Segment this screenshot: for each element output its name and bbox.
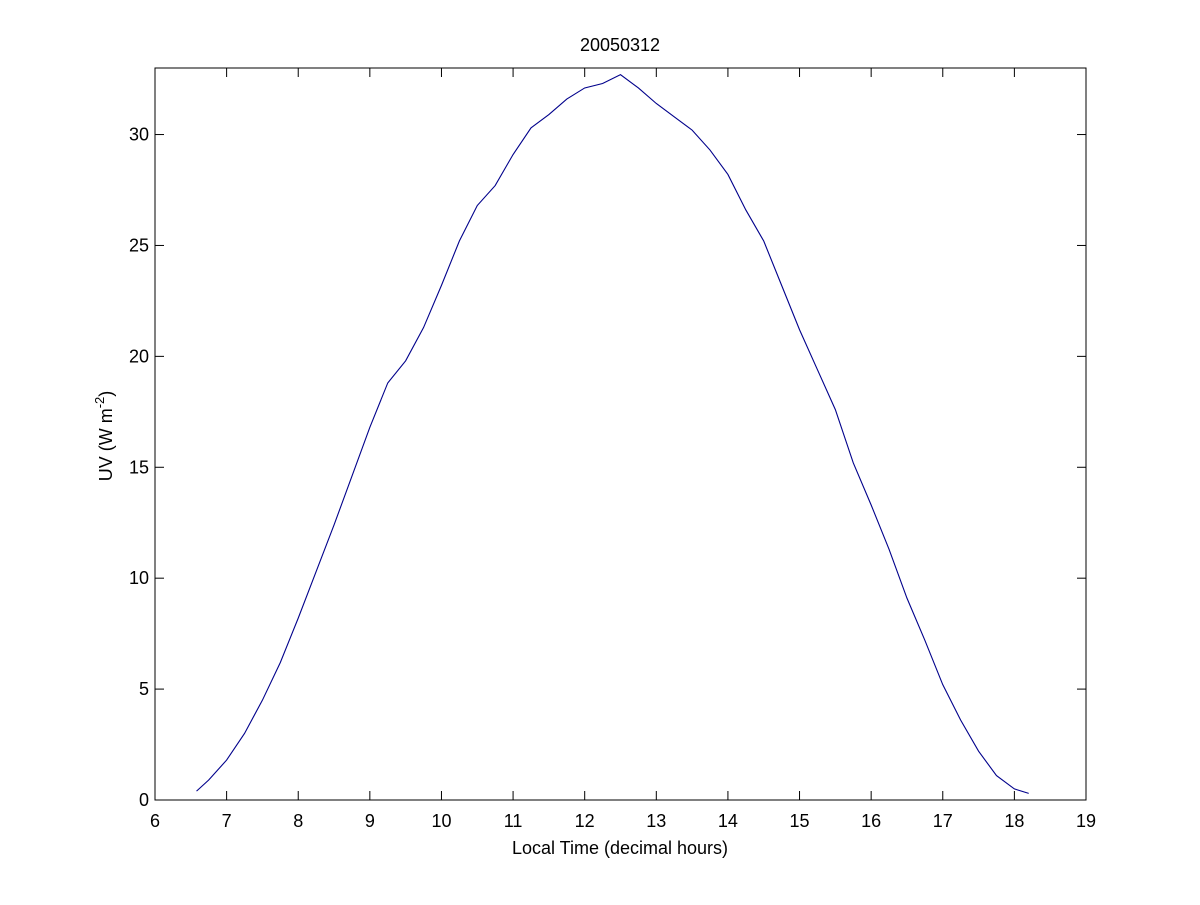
y-axis-label-superscript: -2 bbox=[92, 397, 107, 409]
uv-series-line bbox=[196, 74, 1029, 794]
x-axis-label: Local Time (decimal hours) bbox=[512, 838, 728, 858]
x-tick-label: 15 bbox=[790, 811, 810, 831]
x-tick-label: 14 bbox=[718, 811, 738, 831]
axis-ticks bbox=[154, 68, 1087, 801]
chart-title: 20050312 bbox=[580, 35, 660, 55]
y-tick-label: 0 bbox=[139, 790, 149, 810]
y-tick-label: 15 bbox=[129, 457, 149, 477]
x-tick-label: 10 bbox=[431, 811, 451, 831]
x-tick-label: 13 bbox=[646, 811, 666, 831]
y-tick-label: 5 bbox=[139, 679, 149, 699]
x-tick-label: 18 bbox=[1004, 811, 1024, 831]
y-tick-labels: 0 5 10 15 20 25 30 bbox=[129, 125, 149, 810]
plot-area bbox=[155, 68, 1086, 800]
x-tick-label: 11 bbox=[504, 811, 523, 831]
y-axis-label: UV (W m-2) bbox=[92, 391, 116, 482]
x-tick-label: 17 bbox=[933, 811, 953, 831]
x-tick-label: 16 bbox=[861, 811, 881, 831]
y-tick-label: 30 bbox=[129, 125, 149, 145]
x-tick-label: 12 bbox=[575, 811, 595, 831]
x-tick-label: 7 bbox=[222, 811, 232, 831]
x-tick-label: 8 bbox=[293, 811, 303, 831]
y-tick-label: 10 bbox=[129, 568, 149, 588]
y-tick-label: 20 bbox=[129, 346, 149, 366]
x-tick-label: 19 bbox=[1076, 811, 1096, 831]
x-tick-labels: 6 7 8 9 10 11 12 13 14 15 16 17 18 19 bbox=[150, 811, 1096, 831]
y-tick-label: 25 bbox=[129, 235, 149, 255]
y-axis-label-suffix: ) bbox=[96, 391, 116, 397]
y-axis-label-prefix: UV (W m bbox=[96, 408, 116, 481]
x-tick-label: 9 bbox=[365, 811, 375, 831]
x-tick-label: 6 bbox=[150, 811, 160, 831]
plot-frame bbox=[154, 67, 1087, 801]
